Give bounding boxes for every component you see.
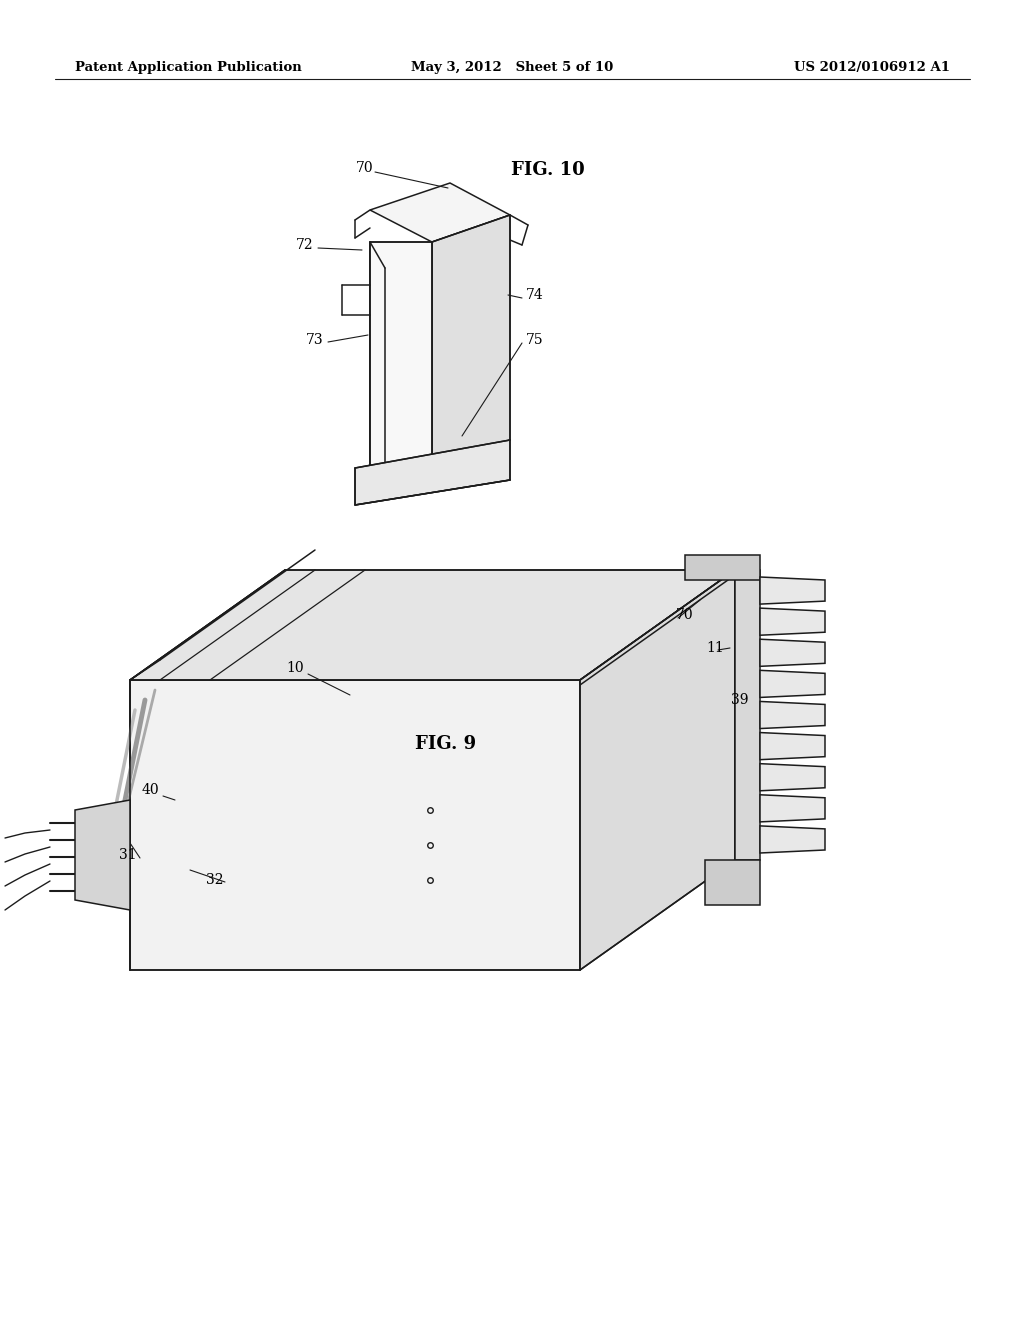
Circle shape (470, 459, 480, 470)
Text: 75: 75 (526, 333, 544, 347)
Polygon shape (760, 577, 825, 605)
Polygon shape (130, 570, 735, 680)
Text: 10: 10 (286, 661, 304, 675)
Circle shape (385, 479, 395, 488)
Text: 70: 70 (676, 609, 694, 622)
Polygon shape (760, 764, 825, 791)
Polygon shape (75, 800, 130, 909)
Polygon shape (760, 671, 825, 697)
Polygon shape (735, 570, 760, 861)
Polygon shape (685, 554, 760, 579)
Polygon shape (355, 440, 510, 506)
Text: 31: 31 (119, 847, 137, 862)
Polygon shape (130, 680, 580, 970)
Circle shape (456, 432, 464, 440)
Text: FIG. 10: FIG. 10 (511, 161, 585, 180)
Text: 11: 11 (707, 642, 724, 655)
Polygon shape (370, 242, 432, 469)
Text: 73: 73 (306, 333, 324, 347)
Polygon shape (370, 242, 385, 469)
Circle shape (729, 876, 741, 888)
Text: 70: 70 (356, 161, 374, 176)
Text: US 2012/0106912 A1: US 2012/0106912 A1 (794, 61, 950, 74)
Circle shape (744, 876, 756, 888)
Text: Patent Application Publication: Patent Application Publication (75, 61, 302, 74)
Circle shape (395, 425, 406, 436)
Polygon shape (760, 639, 825, 667)
Polygon shape (432, 215, 510, 469)
Text: 40: 40 (141, 783, 159, 797)
Polygon shape (705, 861, 760, 906)
Polygon shape (760, 733, 825, 760)
Polygon shape (760, 826, 825, 853)
Text: 72: 72 (296, 238, 313, 252)
Circle shape (395, 271, 406, 280)
Text: FIG. 9: FIG. 9 (415, 734, 476, 752)
Text: 39: 39 (731, 693, 749, 708)
Text: May 3, 2012   Sheet 5 of 10: May 3, 2012 Sheet 5 of 10 (411, 61, 613, 74)
Text: 74: 74 (526, 288, 544, 302)
Polygon shape (370, 183, 510, 242)
Text: 32: 32 (206, 873, 224, 887)
Polygon shape (760, 701, 825, 729)
Polygon shape (760, 609, 825, 635)
Polygon shape (760, 795, 825, 822)
Polygon shape (580, 570, 735, 970)
